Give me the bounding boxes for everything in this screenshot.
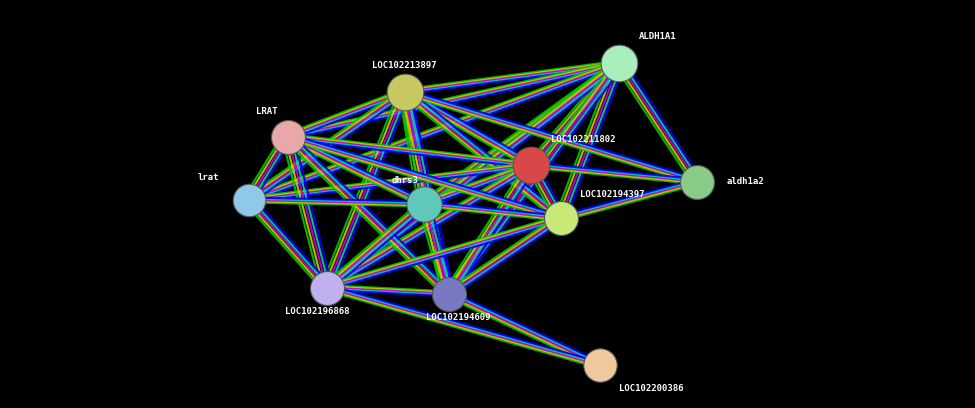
Point [524, 162, 539, 169]
Text: lrat: lrat [198, 173, 219, 182]
Text: dhrs3: dhrs3 [391, 176, 418, 185]
Point [280, 133, 295, 140]
Text: LOC102196868: LOC102196868 [285, 307, 349, 316]
Text: LOC102211802: LOC102211802 [551, 135, 615, 144]
Text: LRAT: LRAT [256, 107, 278, 116]
Text: aldh1a2: aldh1a2 [726, 177, 764, 186]
Point [397, 89, 412, 95]
Point [611, 60, 627, 67]
Point [441, 290, 456, 297]
Text: LOC102194609: LOC102194609 [426, 313, 490, 322]
Text: LOC102200386: LOC102200386 [619, 384, 683, 393]
Point [241, 197, 256, 203]
Point [689, 178, 705, 185]
Point [319, 284, 334, 291]
Text: ALDH1A1: ALDH1A1 [639, 32, 677, 41]
Text: LOC102194397: LOC102194397 [580, 190, 644, 199]
Point [553, 215, 568, 222]
Text: LOC102213897: LOC102213897 [372, 61, 437, 70]
Point [416, 201, 432, 207]
Point [592, 362, 607, 368]
